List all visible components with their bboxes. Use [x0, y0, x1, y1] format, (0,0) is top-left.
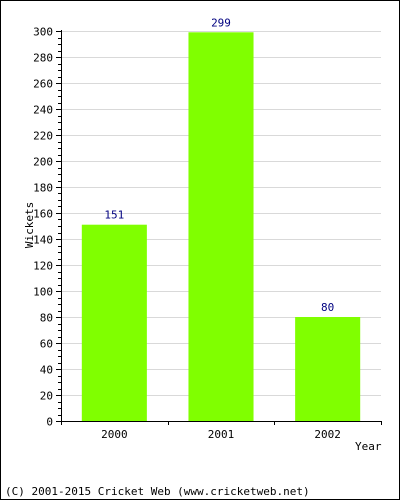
data-label-2000: 151 [104, 209, 124, 222]
x-tick-label-2000: 2000 [101, 428, 128, 441]
data-label-2002: 80 [321, 301, 334, 314]
y-tick-label: 160 [33, 208, 53, 221]
copyright-footer: (C) 2001-2015 Cricket Web (www.cricketwe… [5, 485, 310, 498]
y-tick-label: 100 [33, 286, 53, 299]
y-tick-label: 120 [33, 260, 53, 273]
bar-2002 [295, 317, 361, 421]
data-labels: 151 299 80 [104, 16, 334, 314]
data-label-2001: 299 [211, 16, 231, 29]
y-tick-label: 0 [46, 416, 53, 429]
y-tick-label: 240 [33, 104, 53, 117]
axes [56, 30, 382, 425]
y-tick-label: 60 [40, 338, 53, 351]
bar-2001 [188, 32, 254, 422]
y-tick-label: 80 [40, 312, 53, 325]
y-tick-label: 20 [40, 390, 53, 403]
y-tick-label: 220 [33, 130, 53, 143]
bar-2000 [81, 224, 147, 421]
y-tick-label: 260 [33, 78, 53, 91]
y-tick-label: 300 [33, 26, 53, 39]
y-tick-label: 180 [33, 182, 53, 195]
y-axis-title: Wickets [23, 202, 36, 248]
x-axis-title: Year [355, 440, 382, 453]
y-tick-label: 280 [33, 52, 53, 65]
y-tick-labels: 0 20 40 60 80 100 120 140 160 180 200 220 240 260 280 3… [33, 26, 53, 429]
y-tick-label: 200 [33, 156, 53, 169]
x-tick-label-2001: 2001 [208, 428, 235, 441]
x-tick-labels: 2000 2001 2002 [101, 428, 341, 441]
y-tick-label: 40 [40, 364, 53, 377]
x-tick-label-2002: 2002 [314, 428, 341, 441]
y-tick-label: 140 [33, 234, 53, 247]
bars [81, 32, 361, 422]
